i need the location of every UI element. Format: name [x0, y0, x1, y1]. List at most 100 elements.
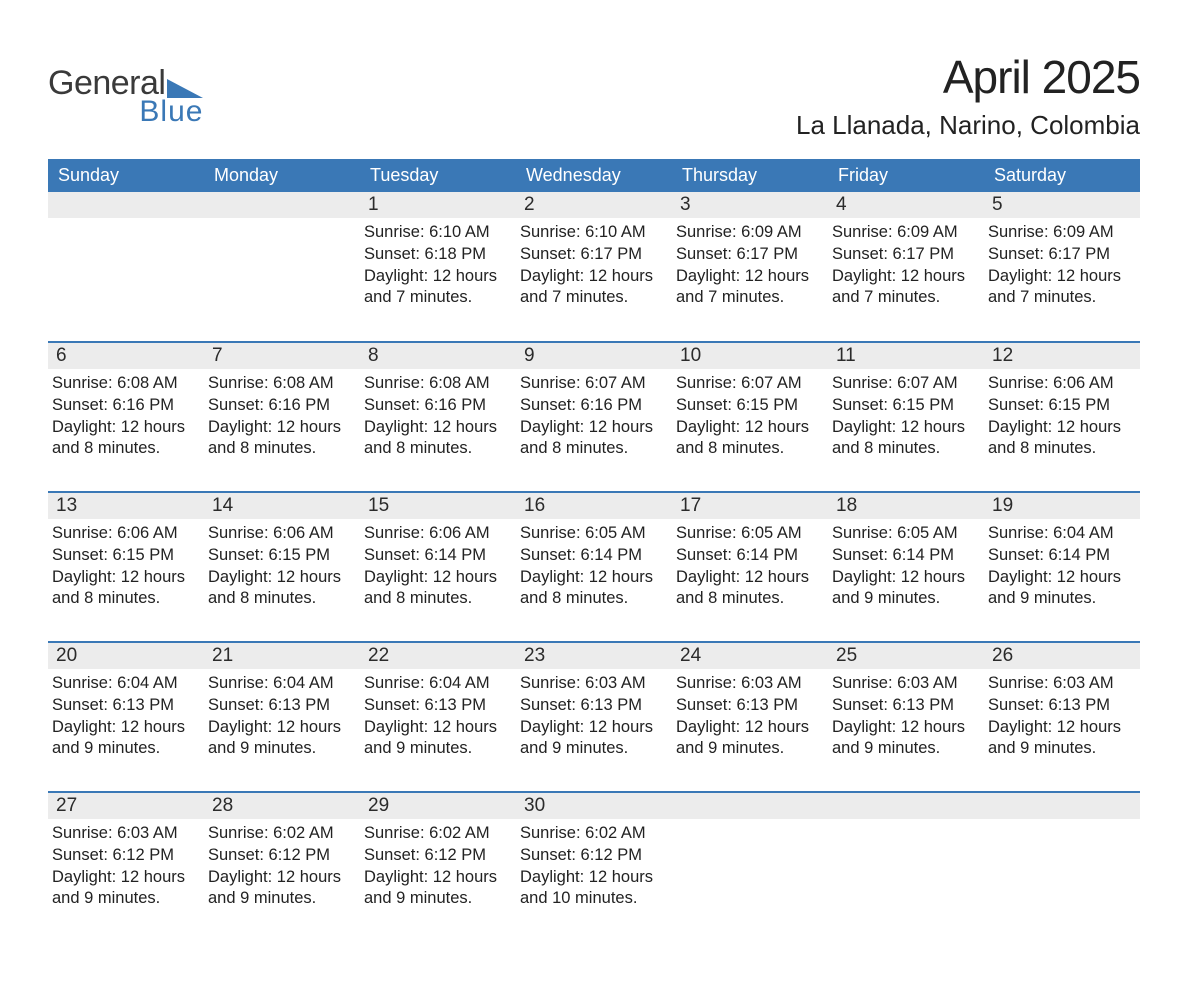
weekday-header: Wednesday — [516, 159, 672, 192]
sunrise-text: Sunrise: 6:03 AM — [832, 673, 978, 695]
day-details: Sunrise: 6:03 AMSunset: 6:13 PMDaylight:… — [516, 669, 672, 764]
sunrise-text: Sunrise: 6:07 AM — [832, 373, 978, 395]
daylight-text: Daylight: 12 hours and 7 minutes. — [364, 266, 510, 310]
calendar-day-cell: 28Sunrise: 6:02 AMSunset: 6:12 PMDayligh… — [204, 792, 360, 942]
sunset-text: Sunset: 6:14 PM — [520, 545, 666, 567]
calendar-day-cell: 30Sunrise: 6:02 AMSunset: 6:12 PMDayligh… — [516, 792, 672, 942]
calendar-day-cell: 3Sunrise: 6:09 AMSunset: 6:17 PMDaylight… — [672, 192, 828, 342]
sunrise-text: Sunrise: 6:08 AM — [364, 373, 510, 395]
sunrise-text: Sunrise: 6:06 AM — [988, 373, 1134, 395]
daylight-text: Daylight: 12 hours and 8 minutes. — [52, 567, 198, 611]
calendar-day-cell: 27Sunrise: 6:03 AMSunset: 6:12 PMDayligh… — [48, 792, 204, 942]
weekday-header: Tuesday — [360, 159, 516, 192]
calendar-day-cell — [204, 192, 360, 342]
calendar-week-row: 6Sunrise: 6:08 AMSunset: 6:16 PMDaylight… — [48, 342, 1140, 492]
day-details: Sunrise: 6:04 AMSunset: 6:13 PMDaylight:… — [48, 669, 204, 764]
sunrise-text: Sunrise: 6:02 AM — [208, 823, 354, 845]
calendar-day-cell: 16Sunrise: 6:05 AMSunset: 6:14 PMDayligh… — [516, 492, 672, 642]
sunrise-text: Sunrise: 6:04 AM — [52, 673, 198, 695]
calendar-week-row: 13Sunrise: 6:06 AMSunset: 6:15 PMDayligh… — [48, 492, 1140, 642]
day-details: Sunrise: 6:03 AMSunset: 6:13 PMDaylight:… — [672, 669, 828, 764]
calendar-day-cell: 6Sunrise: 6:08 AMSunset: 6:16 PMDaylight… — [48, 342, 204, 492]
day-details: Sunrise: 6:03 AMSunset: 6:13 PMDaylight:… — [984, 669, 1140, 764]
day-number: 25 — [828, 643, 984, 669]
sunrise-text: Sunrise: 6:05 AM — [832, 523, 978, 545]
calendar-day-cell: 20Sunrise: 6:04 AMSunset: 6:13 PMDayligh… — [48, 642, 204, 792]
day-number — [828, 793, 984, 819]
day-number: 15 — [360, 493, 516, 519]
sunset-text: Sunset: 6:17 PM — [520, 244, 666, 266]
daylight-text: Daylight: 12 hours and 7 minutes. — [988, 266, 1134, 310]
sunset-text: Sunset: 6:12 PM — [208, 845, 354, 867]
location-text: La Llanada, Narino, Colombia — [796, 110, 1140, 141]
calendar-day-cell: 26Sunrise: 6:03 AMSunset: 6:13 PMDayligh… — [984, 642, 1140, 792]
sunset-text: Sunset: 6:14 PM — [988, 545, 1134, 567]
day-number: 20 — [48, 643, 204, 669]
day-number: 29 — [360, 793, 516, 819]
sunrise-text: Sunrise: 6:09 AM — [988, 222, 1134, 244]
sunset-text: Sunset: 6:13 PM — [364, 695, 510, 717]
calendar-day-cell: 19Sunrise: 6:04 AMSunset: 6:14 PMDayligh… — [984, 492, 1140, 642]
day-number: 17 — [672, 493, 828, 519]
sunrise-text: Sunrise: 6:09 AM — [676, 222, 822, 244]
calendar-day-cell — [828, 792, 984, 942]
calendar-day-cell: 5Sunrise: 6:09 AMSunset: 6:17 PMDaylight… — [984, 192, 1140, 342]
day-details: Sunrise: 6:02 AMSunset: 6:12 PMDaylight:… — [516, 819, 672, 914]
weekday-header: Saturday — [984, 159, 1140, 192]
sunset-text: Sunset: 6:16 PM — [52, 395, 198, 417]
daylight-text: Daylight: 12 hours and 9 minutes. — [52, 867, 198, 911]
calendar-table: SundayMondayTuesdayWednesdayThursdayFrid… — [48, 159, 1140, 942]
logo: General Blue — [48, 50, 203, 129]
day-number: 12 — [984, 343, 1140, 369]
day-details: Sunrise: 6:03 AMSunset: 6:12 PMDaylight:… — [48, 819, 204, 914]
daylight-text: Daylight: 12 hours and 10 minutes. — [520, 867, 666, 911]
daylight-text: Daylight: 12 hours and 7 minutes. — [676, 266, 822, 310]
day-number: 5 — [984, 192, 1140, 218]
day-details: Sunrise: 6:06 AMSunset: 6:15 PMDaylight:… — [204, 519, 360, 614]
day-details: Sunrise: 6:04 AMSunset: 6:13 PMDaylight:… — [360, 669, 516, 764]
calendar-day-cell: 29Sunrise: 6:02 AMSunset: 6:12 PMDayligh… — [360, 792, 516, 942]
sunset-text: Sunset: 6:12 PM — [364, 845, 510, 867]
sunset-text: Sunset: 6:18 PM — [364, 244, 510, 266]
weekday-header: Monday — [204, 159, 360, 192]
calendar-day-cell: 24Sunrise: 6:03 AMSunset: 6:13 PMDayligh… — [672, 642, 828, 792]
daylight-text: Daylight: 12 hours and 9 minutes. — [208, 717, 354, 761]
sunset-text: Sunset: 6:15 PM — [988, 395, 1134, 417]
sunset-text: Sunset: 6:13 PM — [208, 695, 354, 717]
daylight-text: Daylight: 12 hours and 7 minutes. — [832, 266, 978, 310]
sunset-text: Sunset: 6:16 PM — [364, 395, 510, 417]
daylight-text: Daylight: 12 hours and 9 minutes. — [676, 717, 822, 761]
calendar-header-row: SundayMondayTuesdayWednesdayThursdayFrid… — [48, 159, 1140, 192]
sunrise-text: Sunrise: 6:06 AM — [364, 523, 510, 545]
sunset-text: Sunset: 6:14 PM — [832, 545, 978, 567]
daylight-text: Daylight: 12 hours and 9 minutes. — [832, 567, 978, 611]
sunset-text: Sunset: 6:16 PM — [208, 395, 354, 417]
sunset-text: Sunset: 6:13 PM — [988, 695, 1134, 717]
calendar-day-cell — [48, 192, 204, 342]
sunrise-text: Sunrise: 6:05 AM — [520, 523, 666, 545]
calendar-day-cell: 11Sunrise: 6:07 AMSunset: 6:15 PMDayligh… — [828, 342, 984, 492]
calendar-day-cell: 23Sunrise: 6:03 AMSunset: 6:13 PMDayligh… — [516, 642, 672, 792]
day-number: 6 — [48, 343, 204, 369]
day-number: 16 — [516, 493, 672, 519]
calendar-week-row: 20Sunrise: 6:04 AMSunset: 6:13 PMDayligh… — [48, 642, 1140, 792]
day-details: Sunrise: 6:02 AMSunset: 6:12 PMDaylight:… — [204, 819, 360, 914]
day-number: 18 — [828, 493, 984, 519]
sunset-text: Sunset: 6:12 PM — [52, 845, 198, 867]
header: General Blue April 2025 La Llanada, Nari… — [48, 50, 1140, 141]
calendar-day-cell — [984, 792, 1140, 942]
calendar-day-cell: 7Sunrise: 6:08 AMSunset: 6:16 PMDaylight… — [204, 342, 360, 492]
daylight-text: Daylight: 12 hours and 9 minutes. — [208, 867, 354, 911]
day-number: 24 — [672, 643, 828, 669]
daylight-text: Daylight: 12 hours and 9 minutes. — [52, 717, 198, 761]
day-number: 4 — [828, 192, 984, 218]
calendar-day-cell: 12Sunrise: 6:06 AMSunset: 6:15 PMDayligh… — [984, 342, 1140, 492]
sunrise-text: Sunrise: 6:07 AM — [520, 373, 666, 395]
daylight-text: Daylight: 12 hours and 7 minutes. — [520, 266, 666, 310]
day-number — [204, 192, 360, 218]
day-details: Sunrise: 6:05 AMSunset: 6:14 PMDaylight:… — [828, 519, 984, 614]
sunrise-text: Sunrise: 6:02 AM — [520, 823, 666, 845]
weekday-header: Friday — [828, 159, 984, 192]
day-details: Sunrise: 6:03 AMSunset: 6:13 PMDaylight:… — [828, 669, 984, 764]
day-number — [48, 192, 204, 218]
